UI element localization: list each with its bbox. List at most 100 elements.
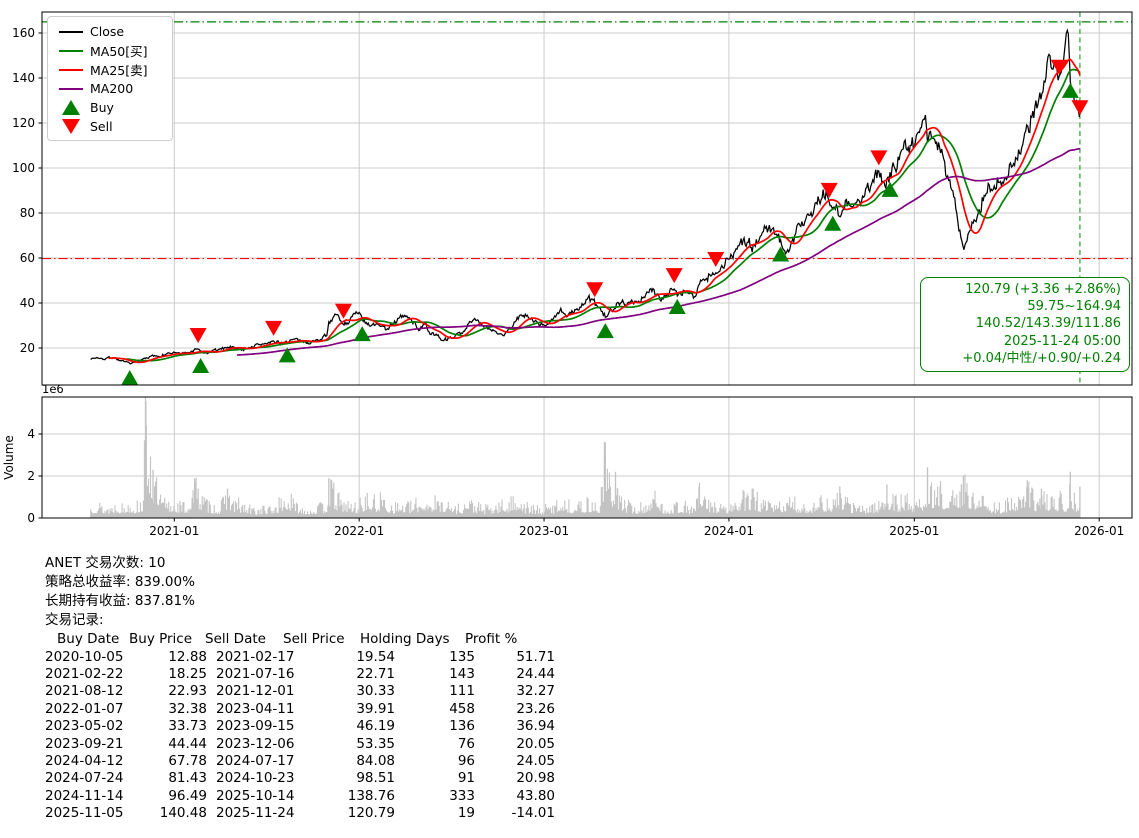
trade-cell: 18.25 xyxy=(168,666,207,682)
trade-cell: 22.71 xyxy=(356,666,395,682)
price-tick-label: 160 xyxy=(12,26,35,40)
date-tick-label: 2026-01 xyxy=(1074,524,1124,538)
sell-marker xyxy=(334,303,352,319)
date-tick-label: 2023-01 xyxy=(519,524,569,538)
legend-item-ma25: MA25[卖] xyxy=(54,60,166,79)
trade-cell: 51.71 xyxy=(516,648,555,665)
trade-row: 2023-05-02 33.73 2023-09-15 46.19 136 36.94 xyxy=(45,718,1125,735)
trade-cell: 140.48 xyxy=(159,805,207,822)
date-tick-label: 2025-01 xyxy=(889,524,939,538)
volume-tick-label: 2 xyxy=(27,469,35,483)
trade-cell: 2025-10-14 xyxy=(216,787,295,804)
trade-cell: 22.93 xyxy=(168,683,207,700)
annotation-ma-line: 140.52/143.39/111.86 xyxy=(975,316,1121,332)
header-cell: Sell Price xyxy=(283,631,345,647)
price-tick-label: 60 xyxy=(20,251,35,265)
trade-cell: 2023-09-15 xyxy=(216,718,295,735)
sell-marker xyxy=(665,268,683,284)
buy-marker xyxy=(772,246,790,262)
buy-marker xyxy=(192,357,210,373)
trade-cell: 136 xyxy=(449,718,475,735)
gridlines xyxy=(42,12,1132,518)
summary-strategy-return: 策略总收益率: 839.00% xyxy=(45,574,195,590)
trade-cell: 32.27 xyxy=(516,683,555,700)
legend-item-close: Close xyxy=(54,22,166,41)
price-tick-label: 140 xyxy=(12,71,35,85)
close-line-swatch xyxy=(54,30,88,33)
trade-cell: 138.76 xyxy=(347,787,395,804)
buy-marker xyxy=(121,370,139,386)
sell-marker xyxy=(707,251,725,267)
trade-cell: 2022-01-07 xyxy=(45,700,124,717)
trade-cell: 81.43 xyxy=(168,770,207,787)
trade-cell: 24.44 xyxy=(516,666,555,682)
annotation-price-line: 120.79 (+3.36 +2.86%) xyxy=(965,282,1121,297)
trade-cell: 143 xyxy=(449,666,475,682)
trade-row: 2020-10-05 12.88 2021-02-17 19.54 135 51.71 xyxy=(45,649,1125,666)
ma50-line xyxy=(126,68,1081,362)
header-cell: Buy Price xyxy=(129,631,193,647)
legend: Close MA50[买] MA25[卖] MA200 Buy Sell xyxy=(47,16,173,141)
trade-row: 2021-08-12 22.93 2021-12-01 30.33 111 32.27 xyxy=(45,683,1125,700)
trade-cell: 2024-11-14 xyxy=(45,787,124,804)
price-tick-label: 40 xyxy=(20,296,35,310)
legend-label: Sell xyxy=(90,119,113,134)
trade-cell: 44.44 xyxy=(168,735,207,752)
buy-marker xyxy=(596,323,614,339)
sell-marker xyxy=(586,282,604,298)
sell-triangle-icon xyxy=(54,119,88,134)
sell-marker xyxy=(1050,59,1068,75)
buy-triangle-icon xyxy=(54,100,88,115)
buy-marker xyxy=(1061,82,1079,98)
trade-row: 2024-04-12 67.78 2024-07-17 84.08 96 24.05 xyxy=(45,753,1125,770)
sell-marker xyxy=(1071,100,1089,116)
legend-label: MA50[买] xyxy=(90,44,148,59)
summary-records-label: 交易记录: xyxy=(45,612,104,628)
report-text: ANET 交易次数: 10 策略总收益率: 839.00% 长期持有收益: 83… xyxy=(45,554,1125,823)
ma200-line xyxy=(237,147,1080,356)
trade-cell: 2021-07-16 xyxy=(216,666,295,682)
trade-cell: 96.49 xyxy=(168,787,207,804)
header-cell: Holding Days xyxy=(360,631,450,647)
trades-table: Buy Date Buy Price Sell Date Sell Price Hold… xyxy=(45,631,1125,823)
trade-cell: 458 xyxy=(449,700,475,717)
annotation-range-line: 59.75~164.94 xyxy=(1027,299,1121,315)
trade-cell: 24.05 xyxy=(516,753,555,770)
header-cell: Profit % xyxy=(465,631,518,647)
trade-cell: 23.26 xyxy=(516,700,555,717)
trade-cell: 20.05 xyxy=(516,735,555,752)
legend-item-ma50: MA50[买] xyxy=(54,41,166,60)
trade-cell: 2021-08-12 xyxy=(45,683,124,700)
summary-hold-return: 长期持有收益: 837.81% xyxy=(45,593,195,609)
legend-item-sell: Sell xyxy=(54,117,166,136)
trade-cell: 2024-07-17 xyxy=(216,753,295,770)
price-tick-label: 20 xyxy=(20,341,35,355)
ma25-line-swatch xyxy=(54,68,88,71)
trade-cell: 2021-02-17 xyxy=(216,648,295,665)
buy-marker xyxy=(824,215,842,231)
date-tick-label: 2021-01 xyxy=(149,524,199,538)
trade-cell: 96 xyxy=(457,753,475,770)
sell-marker xyxy=(189,328,207,344)
ma25-line xyxy=(108,58,1081,364)
legend-item-ma200: MA200 xyxy=(54,79,166,98)
trade-cell: 120.79 xyxy=(347,805,395,822)
date-tick-label: 2024-01 xyxy=(704,524,754,538)
price-tick-label: 80 xyxy=(20,206,35,220)
trade-cell: 53.35 xyxy=(356,735,395,752)
sell-marker xyxy=(870,150,888,166)
legend-label: Buy xyxy=(90,100,114,115)
volume-bars xyxy=(90,397,1081,518)
quote-annotation-box: 120.79 (+3.36 +2.86%) 59.75~164.94 140.5… xyxy=(920,277,1130,373)
trade-row: 2023-09-21 44.44 2023-12-06 53.35 76 20.05 xyxy=(45,736,1125,753)
header-cell: Sell Date xyxy=(205,631,266,647)
trade-row: 2025-11-05 140.48 2025-11-24 120.79 19 -14.01 xyxy=(45,805,1125,822)
annotation-time-line: 2025-11-24 05:00 xyxy=(1003,333,1121,349)
trade-cell: 32.38 xyxy=(168,700,207,717)
volume-axis-label: Volume xyxy=(2,435,16,480)
trade-cell: 2020-10-05 xyxy=(45,648,124,665)
trade-cell: 67.78 xyxy=(168,753,207,770)
legend-label: MA200 xyxy=(90,81,134,96)
trade-row: 2024-11-14 96.49 2025-10-14 138.76 333 43.80 xyxy=(45,788,1125,805)
